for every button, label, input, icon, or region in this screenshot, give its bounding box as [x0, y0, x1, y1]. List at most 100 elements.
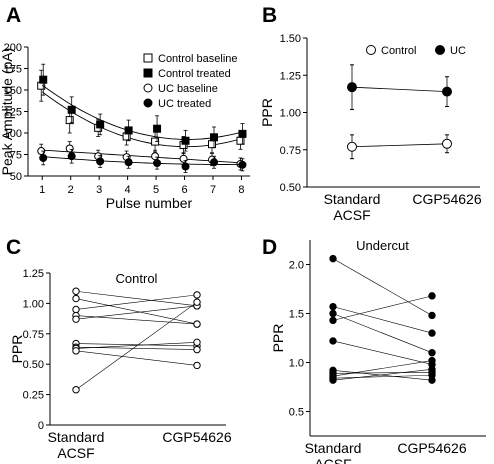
y-tick-label: 1.50 [280, 33, 301, 45]
x-category-label: Standard ACSF [324, 191, 381, 223]
data-point [67, 105, 76, 114]
data-point [179, 154, 188, 163]
x-tick-label: 2 [68, 184, 74, 196]
x-tick-label: 3 [96, 184, 102, 196]
pair-line [332, 360, 433, 377]
panel-c: C 0 0.25 0.50 0.75 1.00 1.25 Control Standard ACS… [6, 236, 232, 461]
data-point [193, 361, 201, 370]
pair-line [75, 290, 198, 307]
pair-line [332, 369, 433, 381]
data-point [72, 315, 80, 323]
data-point [72, 386, 80, 394]
data-point [428, 292, 436, 300]
data-point [347, 141, 357, 152]
pair-line [75, 298, 198, 325]
pair-line [332, 258, 433, 316]
data-point [329, 337, 337, 345]
x-category-label-line: Standard [48, 429, 105, 445]
data-point [428, 349, 436, 357]
x-tick-label: 8 [238, 184, 244, 196]
data-point [193, 291, 201, 299]
pair-line [75, 342, 198, 349]
data-point [181, 162, 190, 171]
x-category-label-line: Standard [324, 191, 381, 207]
x-category-label-line: ACSF [57, 445, 94, 461]
data-point [210, 133, 218, 142]
panel-title: Undercut [356, 238, 409, 253]
x-category-label: CGP54626 [397, 440, 466, 456]
data-point [347, 82, 357, 93]
panel-label: A [6, 4, 21, 27]
x-category-label: CGP54626 [162, 429, 231, 445]
y-tick-label: 0 [38, 420, 44, 432]
data-point [329, 254, 337, 263]
data-point [329, 302, 337, 311]
legend-label: UC baseline [158, 83, 218, 95]
pair-line [75, 343, 198, 347]
panel-label: B [262, 4, 277, 27]
series-line [42, 156, 242, 165]
data-point [72, 347, 80, 355]
y-tick-label: 0.75 [280, 145, 301, 157]
y-axis-label: PPR [270, 324, 286, 353]
panel-title: Control [116, 271, 158, 286]
legend-marker [143, 68, 153, 78]
x-category-label-line: CGP54626 [412, 191, 481, 207]
pair-line [332, 306, 433, 334]
x-axis-label: Pulse number [106, 195, 193, 211]
legend-label: Control [381, 45, 416, 57]
data-point [65, 116, 74, 125]
panel-label: C [6, 236, 21, 259]
legend-label: Control treated [158, 68, 231, 80]
legend-marker [435, 45, 445, 55]
x-category-label-line: Standard [305, 440, 362, 456]
data-point [72, 287, 80, 295]
y-tick-label: 1.0 [289, 358, 304, 370]
x-category-label: Standard ACSF [305, 440, 362, 464]
data-point [96, 157, 105, 166]
y-tick-label: 200 [4, 42, 22, 54]
y-tick-label: 75 [10, 150, 22, 162]
y-tick-label: 0.25 [23, 390, 44, 402]
data-point [442, 86, 452, 97]
series-line [351, 143, 448, 148]
legend-marker [143, 98, 153, 108]
data-point [153, 159, 162, 168]
pair-line [75, 350, 198, 366]
legend-marker [143, 53, 153, 63]
y-tick-label: 1.00 [23, 298, 44, 310]
x-category-label-line: CGP54626 [162, 429, 231, 445]
pair-line [332, 372, 433, 374]
legend-label: UC treated [158, 98, 211, 110]
x-tick-label: 5 [153, 184, 159, 196]
y-tick-label: 50 [10, 171, 22, 183]
panel-a: A 50 75 100 125 150 175 200 1 2 3 4 5 6 7 8 Pulse number… [0, 4, 250, 211]
y-tick-label: 125 [4, 107, 22, 119]
y-tick-label: 0.75 [23, 329, 44, 341]
panel-label: D [262, 236, 277, 259]
pair-line [75, 305, 198, 320]
data-point [442, 138, 452, 149]
y-tick-label: 1.00 [280, 108, 301, 120]
data-point [67, 152, 76, 161]
pair-line [332, 313, 433, 353]
data-point [329, 316, 337, 325]
x-category-label-line: ACSF [314, 456, 351, 464]
data-point [72, 294, 80, 303]
legend-marker [366, 45, 376, 55]
data-point [193, 338, 201, 347]
data-point [238, 129, 247, 138]
data-point [193, 320, 201, 328]
data-point [153, 124, 162, 133]
data-point [39, 153, 48, 162]
pair-line [332, 295, 433, 321]
y-axis-label: PPR [9, 335, 25, 364]
y-tick-label: 100 [4, 128, 22, 140]
data-point [428, 356, 436, 365]
legend-label: UC [450, 45, 466, 57]
data-point [210, 158, 218, 167]
y-tick-label: 1.25 [23, 268, 44, 280]
pair-line [332, 340, 433, 365]
data-point [65, 144, 74, 153]
panel-d: D 0.5 1.0 1.5 2.0 Undercut Standard ACSF CGP5462… [262, 236, 486, 464]
